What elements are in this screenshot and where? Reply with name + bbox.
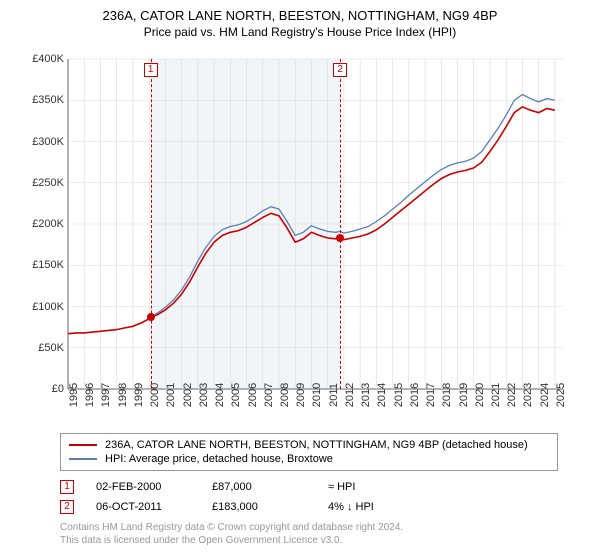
x-tick-label: 2008 [279,383,291,407]
y-tick-label: £150K [20,259,64,271]
y-tick-label: £250K [20,177,64,189]
x-tick-label: 2003 [198,383,210,407]
sale-vline [151,59,152,389]
x-tick-label: 2024 [539,383,551,407]
event-vs-hpi: ≈ HPI [328,481,428,493]
y-tick-label: £100K [20,301,64,313]
x-tick-label: 2013 [360,383,372,407]
sale-dot-icon [336,234,344,242]
event-row: 2 06-OCT-2011 £183,000 4% ↓ HPI [60,497,558,517]
event-vs-hpi: 4% ↓ HPI [328,501,428,513]
y-tick-label: £300K [20,136,64,148]
event-marker-icon: 2 [60,500,74,514]
event-price: £87,000 [212,481,312,493]
sale-vline [340,59,341,389]
x-tick-label: 2019 [458,383,470,407]
legend: 236A, CATOR LANE NORTH, BEESTON, NOTTING… [60,433,558,471]
chart-subtitle: Price paid vs. HM Land Registry's House … [12,25,588,39]
legend-label: HPI: Average price, detached house, Brox… [105,453,333,465]
legend-label: 236A, CATOR LANE NORTH, BEESTON, NOTTING… [105,439,528,451]
event-date: 02-FEB-2000 [96,481,196,493]
x-tick-label: 2014 [376,383,388,407]
events-table: 1 02-FEB-2000 £87,000 ≈ HPI 2 06-OCT-201… [60,477,558,517]
x-tick-label: 2016 [409,383,421,407]
x-tick-label: 2012 [344,383,356,407]
event-price: £183,000 [212,501,312,513]
y-tick-label: £50K [20,342,64,354]
y-tick-label: £0 [20,383,64,395]
x-tick-label: 1999 [133,383,145,407]
x-tick-label: 2002 [182,383,194,407]
x-tick-label: 2004 [214,383,226,407]
y-tick-label: £200K [20,218,64,230]
chart-container: 236A, CATOR LANE NORTH, BEESTON, NOTTING… [0,0,600,560]
sale-marker-icon: 1 [144,63,158,77]
legend-item-hpi: HPI: Average price, detached house, Brox… [69,452,549,466]
x-tick-label: 1998 [117,383,129,407]
x-tick-label: 2017 [425,383,437,407]
y-tick-label: £350K [20,94,64,106]
x-tick-label: 2020 [474,383,486,407]
x-tick-label: 2018 [441,383,453,407]
x-tick-label: 2005 [230,383,242,407]
event-date: 06-OCT-2011 [96,501,196,513]
x-tick-label: 2006 [247,383,259,407]
sale-dot-icon [147,313,155,321]
legend-item-price-paid: 236A, CATOR LANE NORTH, BEESTON, NOTTING… [69,438,549,452]
x-tick-label: 2011 [328,383,340,407]
x-tick-label: 2007 [263,383,275,407]
sale-marker-icon: 2 [333,63,347,77]
footer-line: This data is licensed under the Open Gov… [60,534,558,547]
x-tick-label: 1996 [84,383,96,407]
series-hpi [151,95,555,318]
chart-title: 236A, CATOR LANE NORTH, BEESTON, NOTTING… [12,8,588,23]
y-tick-label: £400K [20,53,64,65]
x-tick-label: 2015 [393,383,405,407]
x-tick-label: 2001 [165,383,177,407]
x-tick-label: 1995 [68,383,80,407]
x-tick-label: 2023 [522,383,534,407]
legend-swatch-red [69,444,97,446]
footer-line: Contains HM Land Registry data © Crown c… [60,521,558,534]
chart-area: £0 £50K £100K £150K £200K £250K £300K £350K £400… [20,49,580,429]
footer: Contains HM Land Registry data © Crown c… [60,521,558,547]
x-tick-label: 2021 [490,383,502,407]
x-tick-label: 2022 [506,383,518,407]
x-tick-label: 2025 [555,383,567,407]
legend-swatch-blue [69,458,97,460]
event-row: 1 02-FEB-2000 £87,000 ≈ HPI [60,477,558,497]
x-tick-label: 2009 [295,383,307,407]
x-tick-label: 1997 [100,383,112,407]
event-marker-icon: 1 [60,480,74,494]
x-tick-label: 2010 [311,383,323,407]
